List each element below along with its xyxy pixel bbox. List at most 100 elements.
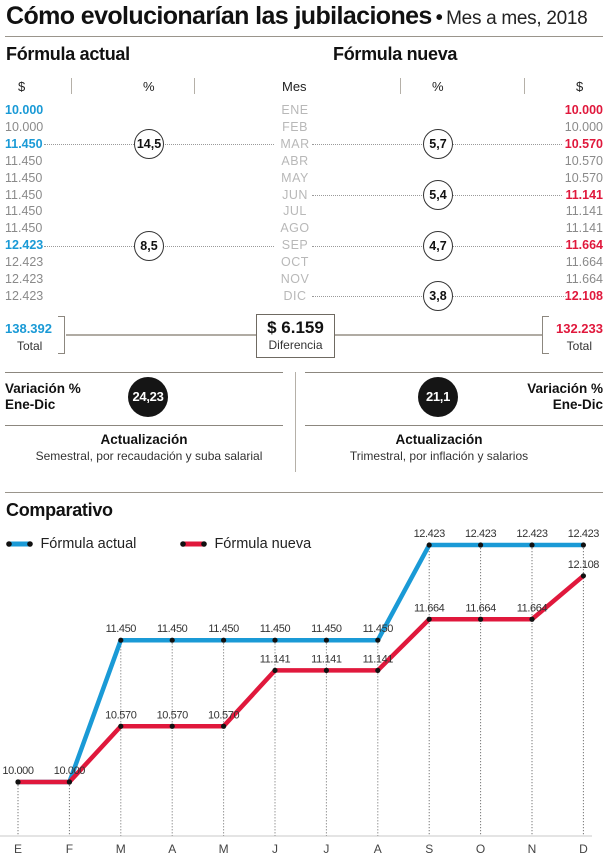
nueva-amount: 10.570 [564, 153, 603, 168]
variation-label-line2: Ene-Dic [552, 397, 603, 412]
x-tick-label: E [14, 842, 22, 856]
actual-amount: 10.000 [5, 119, 44, 134]
col-separator [400, 78, 401, 94]
summary-divider-right-mid [305, 425, 603, 426]
nueva-data-point [221, 723, 227, 729]
month-label: DIC [283, 288, 307, 303]
month-label: JUN [282, 187, 308, 202]
col-separator [71, 78, 72, 94]
nueva-amount: 10.570 [564, 170, 603, 185]
series-line-nueva [18, 574, 585, 785]
actual-data-label: 11.450 [260, 623, 291, 635]
month-label: ENE [281, 103, 309, 117]
nueva-amount: 10.570 [564, 136, 603, 151]
col-header-nueva-pct: % [432, 79, 444, 94]
nueva-pct-badge: 5,7 [423, 129, 453, 160]
nueva-amount: 11.141 [565, 204, 603, 219]
actual-amount: 11.450 [5, 204, 43, 219]
nueva-data-point [272, 667, 278, 674]
actual-data-point [375, 637, 381, 643]
actual-data-label: 11.450 [208, 623, 239, 635]
variation-label-line1: Variación % [527, 381, 603, 396]
nueva-amount: 12.108 [564, 288, 603, 303]
month-label: ABR [281, 153, 309, 168]
legend-actual: Fórmula actual [6, 535, 136, 553]
nueva-data-point [478, 616, 484, 622]
actual-data-label: 11.450 [157, 623, 188, 635]
month-label: JUL [283, 204, 307, 219]
actual-pct-badge: 14,5 [134, 129, 164, 160]
col-header-month: Mes [282, 79, 307, 94]
series-line-actual [18, 542, 584, 785]
right-section-title: Fórmula nueva [333, 44, 458, 64]
variation-label-line2: Ene-Dic [5, 397, 56, 412]
actual-data-label: 11.450 [106, 623, 137, 635]
left-section-title: Fórmula actual [6, 44, 130, 64]
variation-label-nueva: Variación % Ene-Dic [527, 381, 603, 413]
actual-amount: 10.000 [5, 103, 44, 117]
difference-value: $ 6.159 [267, 318, 324, 337]
actual-data-label: 11.450 [311, 623, 342, 635]
x-tick-label: F [66, 842, 73, 856]
x-tick-label: N [528, 842, 537, 856]
col-separator [194, 78, 195, 94]
actual-data-point [478, 542, 484, 548]
actual-data-label: 12.423 [465, 528, 497, 540]
actual-amount: 11.450 [5, 221, 43, 236]
total-nueva-label: Total [566, 339, 592, 353]
col-header-actual-amount: $ [18, 79, 26, 94]
actual-data-label: 11.450 [363, 623, 394, 635]
col-header-actual-pct: % [143, 79, 155, 94]
title-text: Cómo evolucionarían las jubilaciones [6, 2, 432, 30]
month-label: MAR [280, 136, 310, 151]
actual-amount: 11.450 [5, 136, 43, 151]
nueva-data-point [426, 616, 432, 622]
nueva-data-label: 10.570 [105, 709, 137, 721]
month-label: FEB [282, 119, 308, 134]
actual-data-label: 10.000 [54, 765, 86, 777]
actual-amount: 12.423 [5, 238, 44, 253]
update-title-nueva: Actualización [395, 432, 483, 447]
nueva-data-label: 11.664 [465, 602, 496, 614]
nueva-amount: 11.141 [565, 221, 603, 236]
nueva-data-point [529, 616, 535, 622]
title-subtitle: Mes a mes, 2018 [446, 8, 588, 29]
total-nueva-bracket [542, 316, 549, 354]
summary-divider-left-mid [5, 425, 283, 426]
actual-amount: 11.450 [5, 153, 43, 168]
nueva-data-label: 11.141 [260, 653, 291, 665]
nueva-data-label: 11.664 [517, 602, 548, 614]
legend-actual-label: Fórmula actual [40, 536, 137, 552]
actual-data-label: 12.423 [516, 528, 548, 540]
actual-amount: 12.423 [5, 272, 44, 286]
nueva-data-label: 11.664 [414, 602, 445, 614]
total-connector-right [335, 334, 542, 336]
nueva-pct-badge: 4,7 [423, 230, 453, 261]
nueva-amount: 10.000 [564, 119, 603, 134]
difference-label: Diferencia [268, 338, 323, 352]
nueva-data-point [66, 779, 72, 785]
x-tick-label: J [272, 842, 278, 856]
actual-data-point [323, 637, 329, 643]
total-nueva-value: 132.233 [556, 321, 603, 336]
nueva-amount: 10.000 [564, 103, 603, 117]
nueva-pct-badge: 5,4 [423, 179, 453, 210]
nueva-data-point [323, 667, 329, 674]
update-title-actual: Actualización [100, 432, 188, 447]
actual-data-point [426, 542, 432, 548]
actual-data-point [272, 637, 278, 643]
x-tick-label: J [323, 842, 329, 856]
summary-center-divider [295, 372, 296, 472]
month-label: SEP [281, 238, 309, 253]
update-desc-actual: Semestral, por recaudación y suba salari… [35, 449, 263, 463]
actual-data-label: 12.423 [414, 528, 446, 540]
actual-pct-badge: 8,5 [134, 230, 164, 261]
total-connector-left [66, 334, 256, 336]
nueva-data-label: 10.570 [157, 709, 189, 721]
legend-nueva-swatch-icon [180, 540, 207, 547]
x-tick-label: D [579, 842, 588, 856]
total-actual-value: 138.392 [5, 321, 52, 336]
chart-title: Comparativo [6, 500, 113, 520]
actual-data-point [221, 637, 227, 643]
actual-data-label: 12.423 [568, 528, 600, 540]
